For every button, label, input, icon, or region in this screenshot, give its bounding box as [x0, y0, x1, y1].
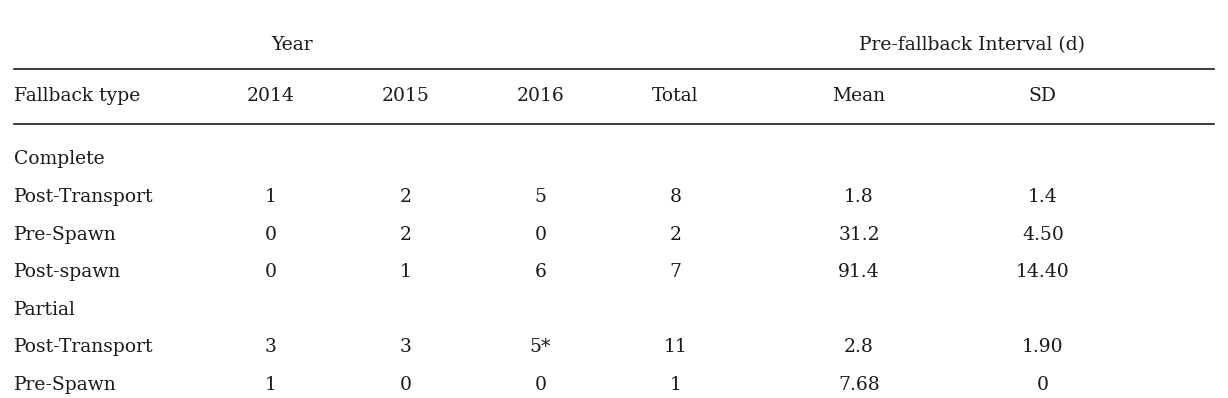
Text: 1: 1	[265, 376, 276, 394]
Text: 2.8: 2.8	[844, 338, 874, 356]
Text: 2015: 2015	[382, 87, 430, 105]
Text: Complete: Complete	[14, 150, 104, 168]
Text: Year: Year	[271, 36, 313, 54]
Text: 5*: 5*	[529, 338, 551, 356]
Text: 2: 2	[399, 226, 411, 244]
Text: Post-Transport: Post-Transport	[14, 338, 154, 356]
Text: 0: 0	[399, 376, 411, 394]
Text: 2014: 2014	[247, 87, 295, 105]
Text: 11: 11	[663, 338, 688, 356]
Text: 3: 3	[265, 338, 276, 356]
Text: 2: 2	[399, 188, 411, 206]
Text: 1: 1	[265, 188, 276, 206]
Text: 0: 0	[265, 226, 278, 244]
Text: 4.50: 4.50	[1022, 226, 1063, 244]
Text: 2: 2	[669, 226, 682, 244]
Text: 1.90: 1.90	[1022, 338, 1063, 356]
Text: 7.68: 7.68	[839, 376, 880, 394]
Text: 1.8: 1.8	[844, 188, 874, 206]
Text: Post-Transport: Post-Transport	[14, 188, 154, 206]
Text: Pre-Spawn: Pre-Spawn	[14, 376, 117, 394]
Text: 3: 3	[400, 338, 411, 356]
Text: 31.2: 31.2	[839, 226, 879, 244]
Text: 6: 6	[534, 263, 546, 281]
Text: Partial: Partial	[14, 300, 75, 319]
Text: 7: 7	[669, 263, 682, 281]
Text: 8: 8	[669, 188, 682, 206]
Text: 1.4: 1.4	[1028, 188, 1057, 206]
Text: 1: 1	[669, 376, 682, 394]
Text: Fallback type: Fallback type	[14, 87, 140, 105]
Text: 2016: 2016	[517, 87, 565, 105]
Text: 0: 0	[534, 376, 546, 394]
Text: 0: 0	[1036, 376, 1049, 394]
Text: 0: 0	[534, 226, 546, 244]
Text: 91.4: 91.4	[839, 263, 879, 281]
Text: 5: 5	[534, 188, 546, 206]
Text: Total: Total	[652, 87, 699, 105]
Text: 0: 0	[265, 263, 278, 281]
Text: SD: SD	[1029, 87, 1057, 105]
Text: Pre-Spawn: Pre-Spawn	[14, 226, 117, 244]
Text: Pre-fallback Interval (d): Pre-fallback Interval (d)	[860, 36, 1086, 54]
Text: 14.40: 14.40	[1016, 263, 1070, 281]
Text: 1: 1	[400, 263, 411, 281]
Text: Post-spawn: Post-spawn	[14, 263, 120, 281]
Text: Mean: Mean	[833, 87, 885, 105]
